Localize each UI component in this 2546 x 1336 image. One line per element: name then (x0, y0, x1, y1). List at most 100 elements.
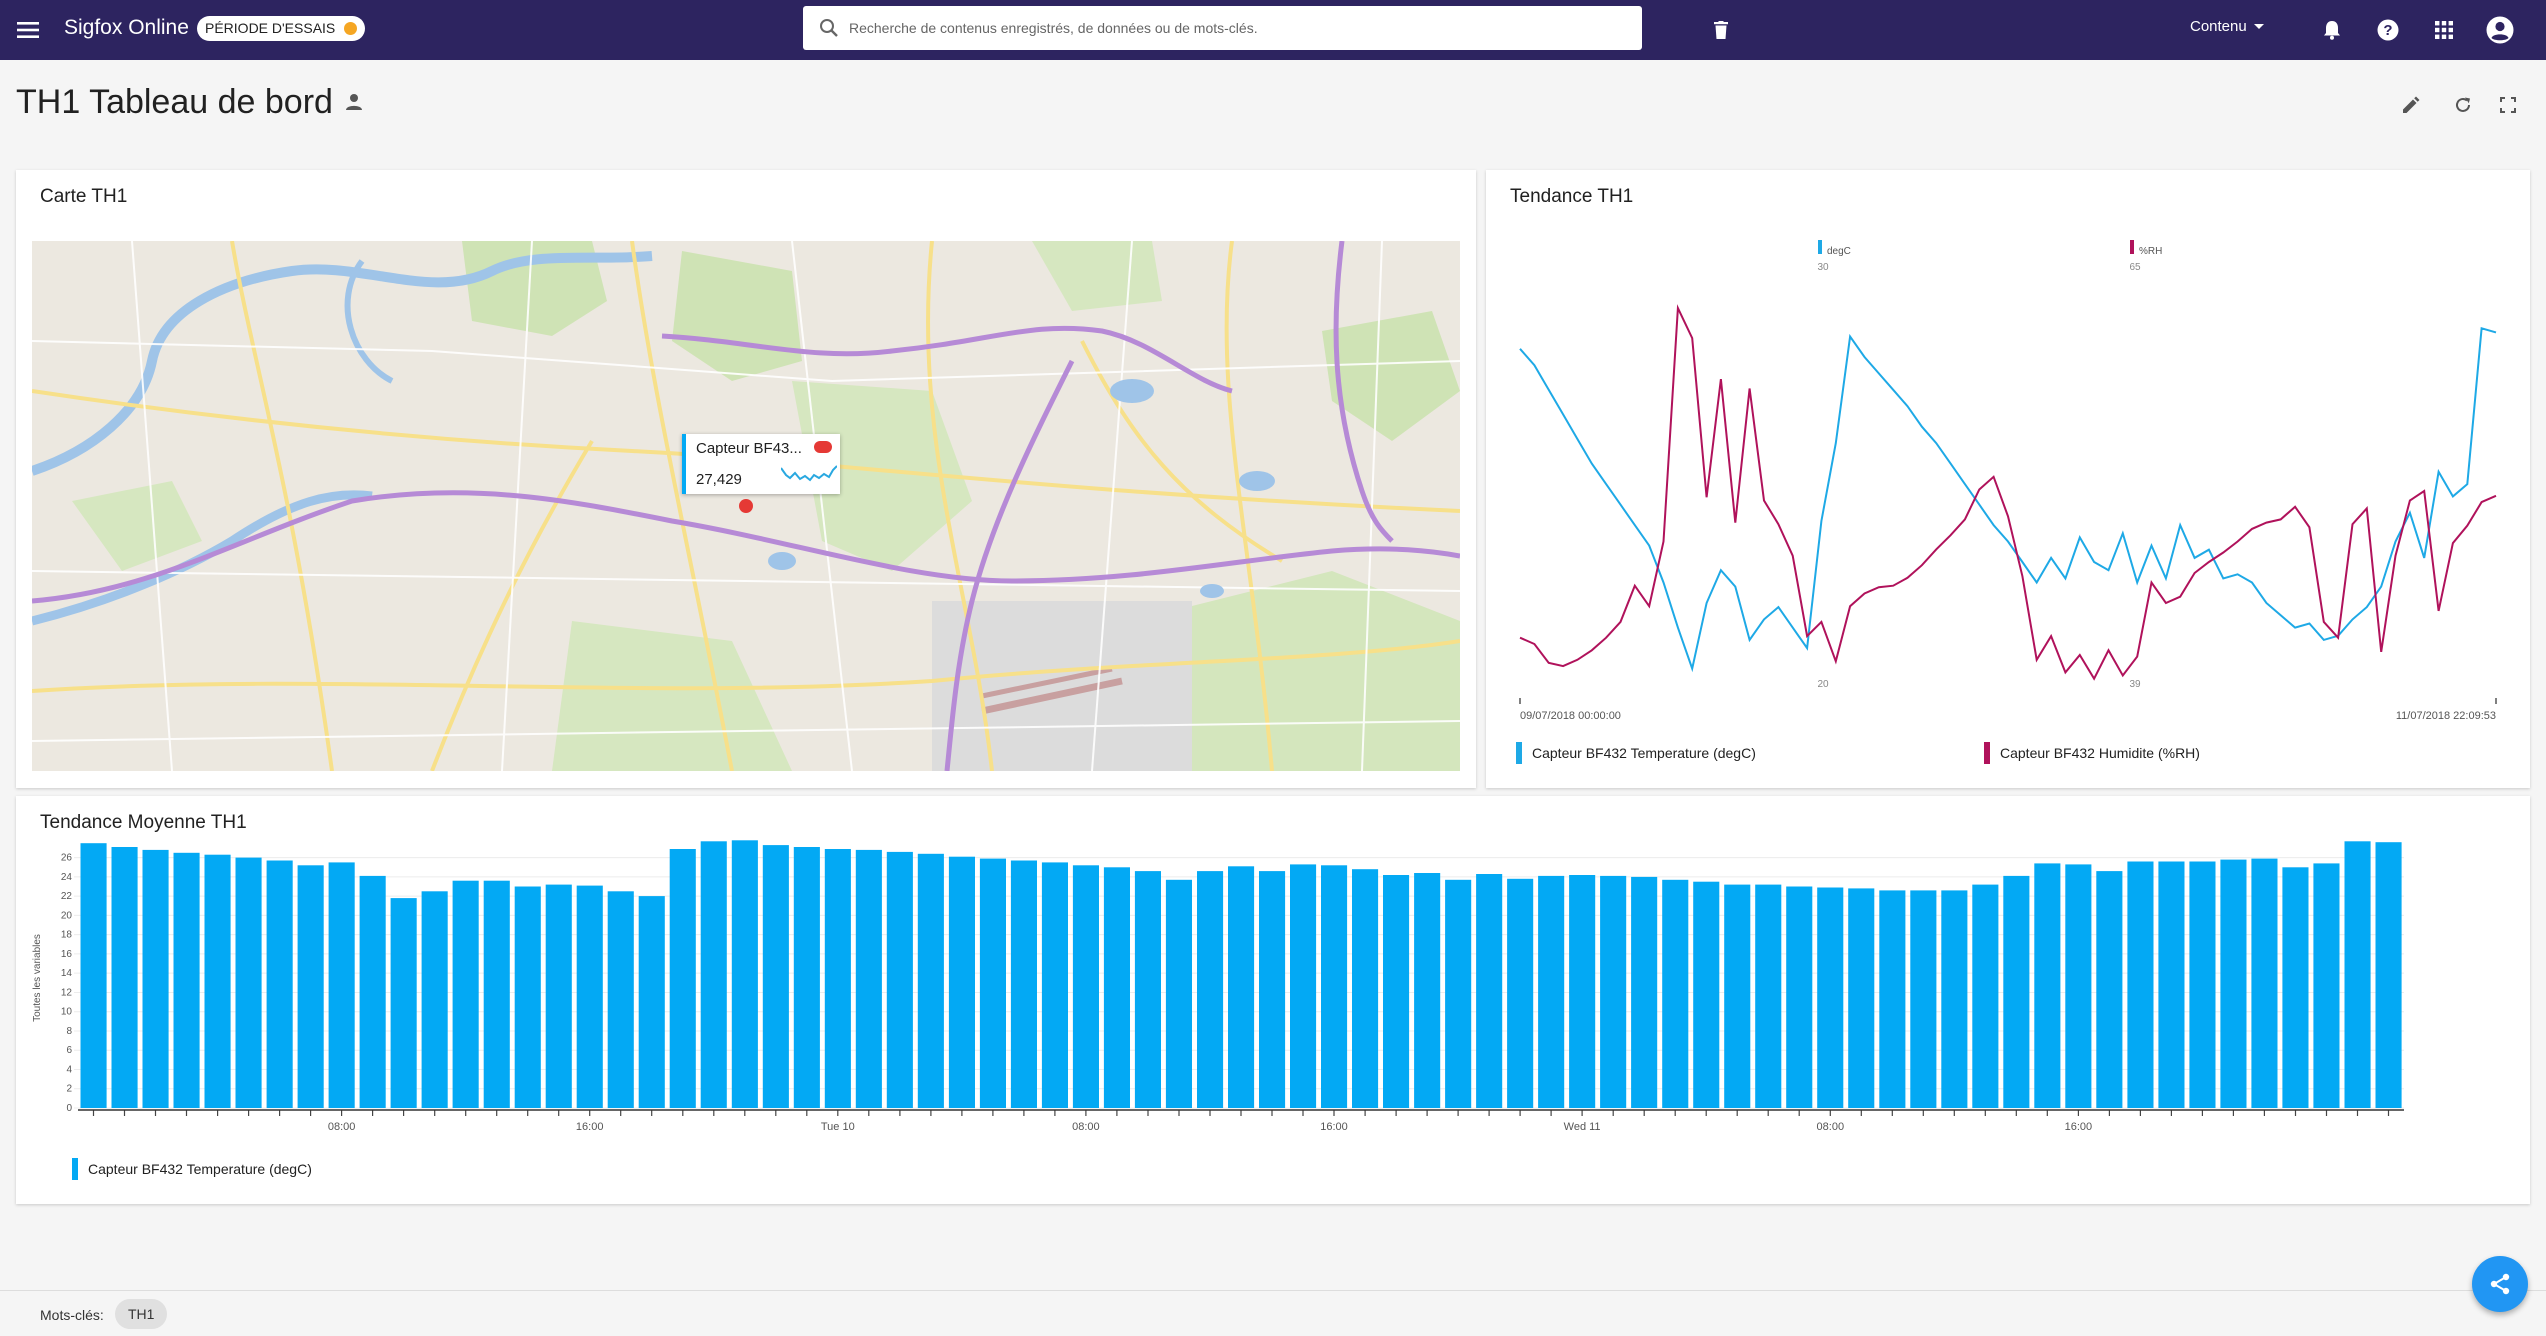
bar[interactable] (886, 851, 913, 1108)
content-dropdown[interactable]: Contenu (2190, 18, 2265, 35)
bar[interactable] (1724, 884, 1751, 1108)
bar[interactable] (1134, 871, 1161, 1108)
bar[interactable] (1414, 873, 1441, 1108)
bar[interactable] (328, 862, 355, 1108)
bar[interactable] (1693, 881, 1720, 1108)
bar[interactable] (1972, 884, 1999, 1108)
apps-button[interactable] (2428, 14, 2460, 46)
bar[interactable] (1941, 890, 1968, 1108)
map-view[interactable]: Capteur BF43... 27,429 (32, 241, 1460, 771)
bar[interactable] (2282, 867, 2309, 1108)
bar[interactable] (1817, 887, 1844, 1109)
bar[interactable] (173, 852, 200, 1108)
bar[interactable] (483, 880, 510, 1108)
bar[interactable] (1197, 871, 1224, 1108)
bar[interactable] (1755, 884, 1782, 1108)
fullscreen-button[interactable] (2493, 90, 2523, 120)
bar[interactable] (204, 854, 231, 1108)
bar[interactable] (1103, 867, 1130, 1108)
delete-button[interactable] (1705, 14, 1737, 46)
bar[interactable] (1041, 862, 1068, 1108)
bar[interactable] (1848, 888, 1875, 1108)
bar[interactable] (1290, 864, 1317, 1108)
bar[interactable] (235, 857, 262, 1108)
bar[interactable] (390, 898, 417, 1108)
trend-legend-humidity[interactable]: Capteur BF432 Humidite (%RH) (1984, 742, 2200, 764)
bar[interactable] (731, 840, 758, 1108)
bar[interactable] (545, 884, 572, 1108)
bar[interactable] (1445, 879, 1472, 1108)
refresh-button[interactable] (2448, 90, 2478, 120)
bar[interactable] (948, 856, 975, 1108)
bar[interactable] (2065, 864, 2092, 1108)
bar[interactable] (1631, 876, 1658, 1108)
bar[interactable] (979, 858, 1006, 1108)
bar[interactable] (1569, 875, 1596, 1108)
owner-person-icon[interactable] (344, 92, 364, 112)
edit-button[interactable] (2396, 90, 2426, 120)
bar[interactable] (824, 849, 851, 1108)
bar[interactable] (80, 843, 107, 1108)
bar[interactable] (2313, 863, 2340, 1108)
bar[interactable] (1259, 871, 1286, 1108)
bar[interactable] (2189, 861, 2216, 1109)
bar[interactable] (607, 891, 634, 1108)
bar[interactable] (638, 896, 665, 1108)
bar[interactable] (793, 847, 820, 1108)
bar[interactable] (266, 860, 293, 1109)
bar[interactable] (2220, 859, 2247, 1108)
bar[interactable] (917, 853, 944, 1108)
share-button[interactable] (2472, 1256, 2528, 1312)
bar[interactable] (762, 845, 789, 1108)
search-input[interactable] (849, 6, 1629, 50)
bar[interactable] (142, 849, 169, 1108)
bar[interactable] (1010, 860, 1037, 1109)
app-brand[interactable]: Sigfox Online (64, 16, 189, 39)
keyword-chip[interactable]: TH1 (115, 1299, 168, 1329)
bar[interactable] (2127, 861, 2154, 1109)
bar[interactable] (2034, 863, 2061, 1108)
bar[interactable] (669, 849, 696, 1108)
bar[interactable] (2003, 875, 2030, 1108)
series-line-0[interactable] (1519, 327, 2497, 673)
map-marker-tooltip[interactable]: Capteur BF43... 27,429 (682, 434, 840, 494)
bar[interactable] (1507, 878, 1534, 1108)
bar[interactable] (1321, 865, 1348, 1108)
bar[interactable] (1538, 875, 1565, 1108)
bar[interactable] (1662, 879, 1689, 1108)
bar[interactable] (700, 841, 727, 1108)
bar[interactable] (2096, 871, 2123, 1108)
bar[interactable] (1910, 890, 1937, 1108)
bar[interactable] (1383, 875, 1410, 1108)
average-legend-temperature[interactable]: Capteur BF432 Temperature (degC) (72, 1158, 312, 1180)
notifications-button[interactable] (2316, 14, 2348, 46)
help-button[interactable]: ? (2372, 14, 2404, 46)
bar[interactable] (2344, 841, 2371, 1108)
bar[interactable] (1072, 865, 1099, 1108)
bar[interactable] (1879, 890, 1906, 1108)
bar[interactable] (855, 849, 882, 1108)
bar[interactable] (1228, 866, 1255, 1108)
account-button[interactable] (2484, 14, 2516, 46)
bar[interactable] (452, 880, 479, 1108)
trend-line-chart[interactable]: degC 30 20 %RH 65 39 09/07/2018 00:00:00 11/07/… (1486, 170, 2530, 750)
bar[interactable] (2158, 861, 2185, 1109)
bar[interactable] (111, 847, 138, 1108)
bar[interactable] (2251, 858, 2278, 1108)
bar[interactable] (514, 886, 541, 1109)
trend-legend-temperature[interactable]: Capteur BF432 Temperature (degC) (1516, 742, 1756, 764)
bar[interactable] (1600, 875, 1627, 1108)
bar[interactable] (1165, 879, 1192, 1108)
trial-badge[interactable]: PÉRIODE D'ESSAIS (197, 16, 366, 41)
bar[interactable] (1786, 886, 1813, 1109)
bar[interactable] (421, 891, 448, 1108)
bar[interactable] (297, 865, 324, 1108)
series-line-1[interactable] (1519, 304, 2497, 681)
bar[interactable] (1352, 869, 1379, 1108)
menu-button[interactable] (10, 12, 46, 48)
bar[interactable] (2375, 842, 2402, 1108)
bar[interactable] (359, 875, 386, 1108)
bar[interactable] (1476, 874, 1503, 1108)
bar[interactable] (576, 885, 603, 1108)
